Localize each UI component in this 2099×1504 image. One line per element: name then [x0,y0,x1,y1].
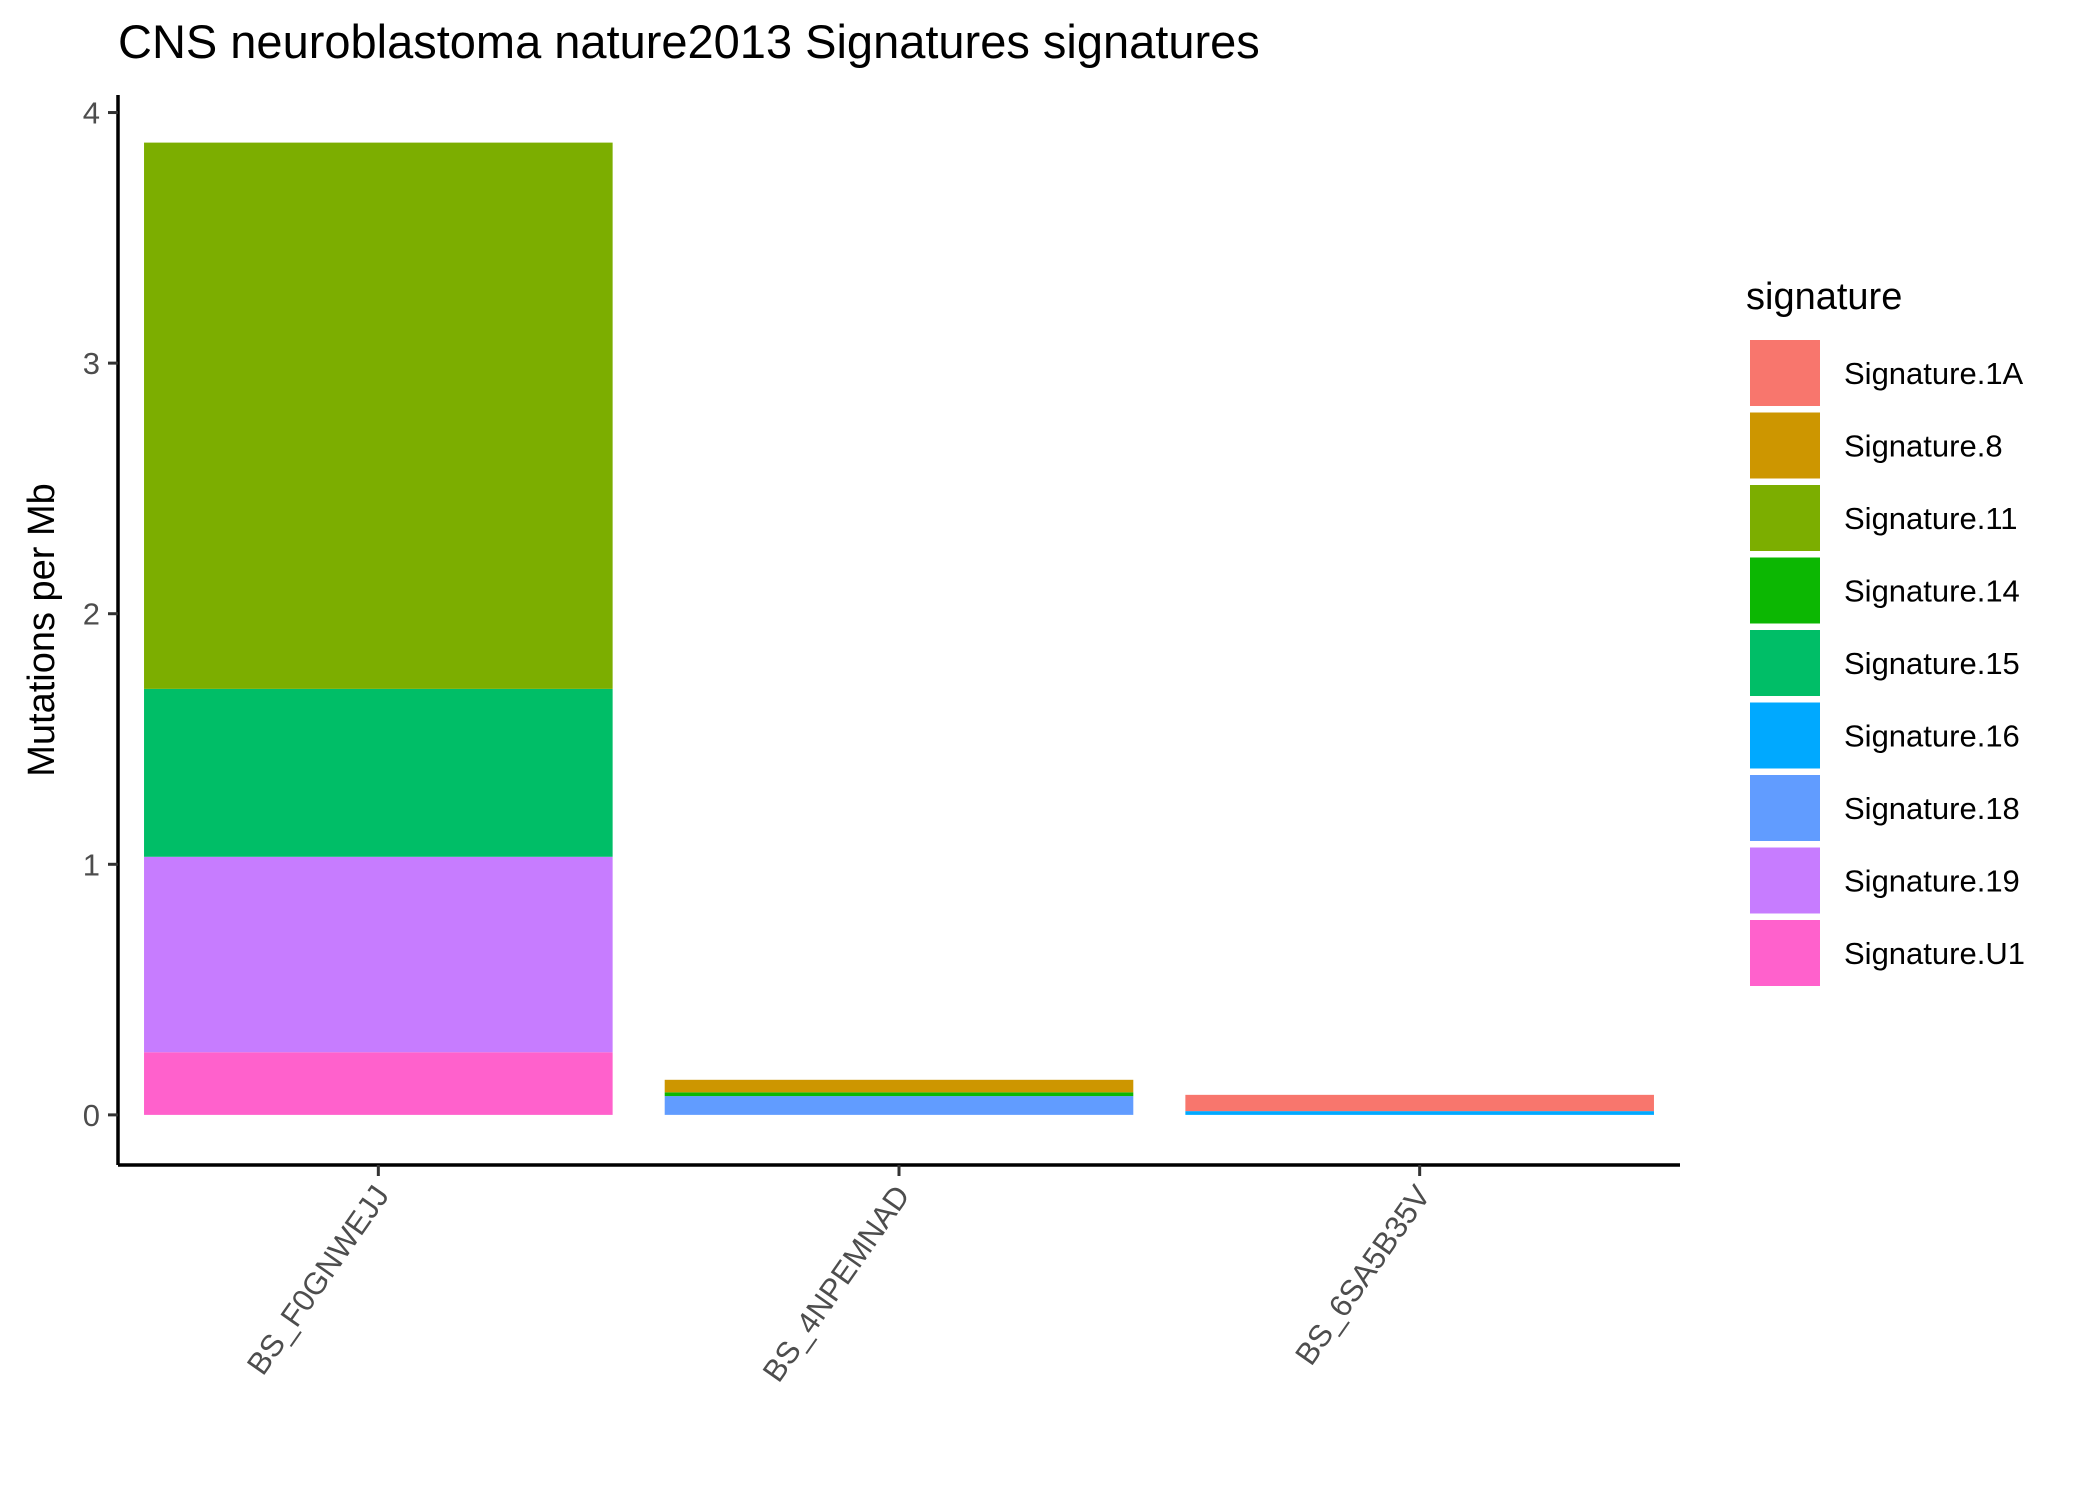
legend-label-Signature.15: Signature.15 [1844,646,2020,681]
legend-label-Signature.8: Signature.8 [1844,429,2003,464]
legend-label-Signature.16: Signature.16 [1844,719,2020,754]
legend-key-Signature.1A [1750,340,1820,406]
bar-BS_4NPEMNAD-Signature.8 [664,1079,1134,1093]
y-tick-label-2: 2 [83,597,100,632]
x-tick-label-BS_4NPEMNAD: BS_4NPEMNAD [756,1179,917,1388]
y-tick-label-0: 0 [83,1098,100,1133]
bar-BS_F0GNWEJJ-Signature.15 [144,688,613,857]
bar-BS_F0GNWEJJ-Signature.19 [144,856,613,1053]
legend-key-Signature.8 [1750,412,1820,479]
y-tick-label-3: 3 [83,346,100,381]
x-tick-label-BS_6SA5B35V: BS_6SA5B35V [1288,1179,1437,1372]
y-tick-label-4: 4 [83,96,100,131]
legend-label-Signature.11: Signature.11 [1844,501,2018,536]
legend-label-Signature.1A: Signature.1A [1844,356,2024,391]
bar-BS_4NPEMNAD-Signature.14 [664,1092,1134,1097]
legend-label-Signature.14: Signature.14 [1844,574,2020,609]
legend-key-Signature.11 [1750,485,1820,551]
bar-BS_4NPEMNAD-Signature.18 [664,1096,1134,1115]
bar-BS_F0GNWEJJ-Signature.U1 [144,1052,613,1115]
legend-title: signature [1746,276,1902,318]
legend-key-Signature.19 [1750,847,1820,914]
x-tick-label-BS_F0GNWEJJ: BS_F0GNWEJJ [240,1179,396,1381]
bar-BS_6SA5B35V-Signature.16 [1185,1111,1654,1115]
legend-key-Signature.14 [1750,557,1820,624]
legend-label-Signature.18: Signature.18 [1844,791,2020,826]
legend-label-Signature.U1: Signature.U1 [1844,936,2025,971]
legend-key-Signature.U1 [1750,920,1820,986]
plot-area: 0 1 2 3 4 BS_F0GNWEJJ BS_4NPEMNAD BS_6SA5B35V [83,95,1680,1388]
legend-key-Signature.15 [1750,630,1820,696]
legend: signature Signature.1A Signature.8 Signatu… [1746,276,2025,986]
legend-key-Signature.16 [1750,702,1820,769]
legend-label-Signature.19: Signature.19 [1844,864,2020,899]
bar-BS_6SA5B35V-Signature.1A [1185,1094,1654,1112]
bar-BS_F0GNWEJJ-Signature.11 [144,142,613,689]
y-axis-label: Mutations per Mb [21,483,63,777]
legend-key-Signature.18 [1750,775,1820,841]
chart-title: CNS neuroblastoma nature2013 Signatures … [118,15,1260,68]
y-tick-label-1: 1 [83,847,100,882]
